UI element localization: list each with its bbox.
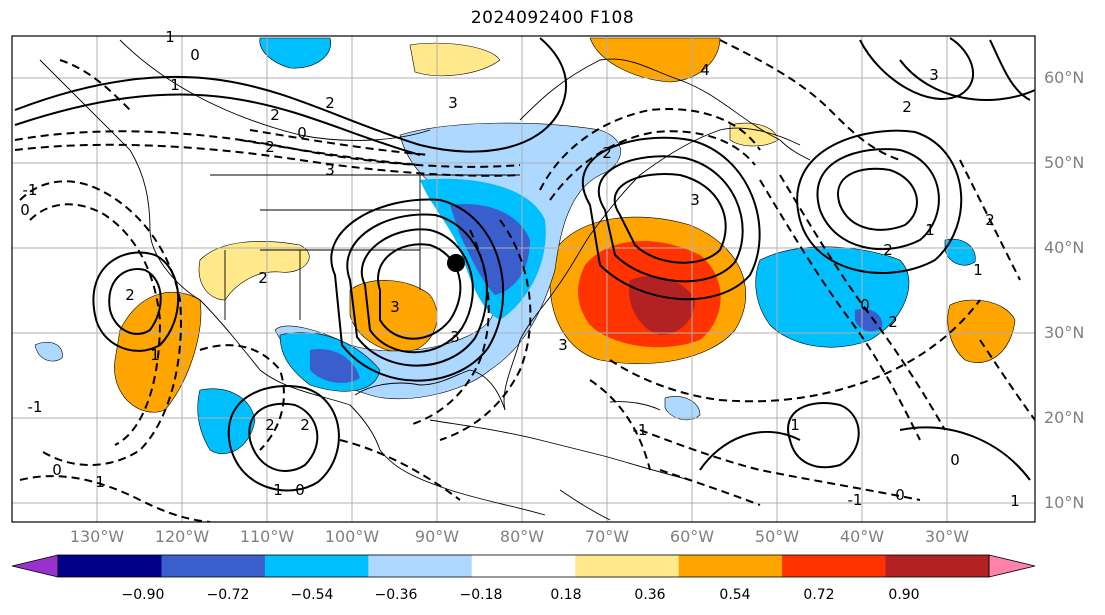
lat-label-60n: 60°N <box>1044 68 1085 87</box>
contour-label: 2 <box>602 144 612 162</box>
contour-label: 1 <box>273 481 283 499</box>
contour-label: 0 <box>190 46 200 64</box>
lon-label-130w: 130°W <box>69 527 125 546</box>
map-frame <box>11 35 1036 523</box>
colorbar-tick: −0.90 <box>121 587 165 603</box>
contour-label: 2 <box>300 416 310 434</box>
contour-label: -1 <box>848 491 863 509</box>
contour-label: 2 <box>888 313 898 331</box>
contour-label: 2 <box>265 138 275 156</box>
contour-label: 0 <box>950 451 960 469</box>
contour-label: 1 <box>1010 492 1020 510</box>
storm-center-dot <box>447 254 465 272</box>
contour-label: 0 <box>20 201 30 219</box>
contour-label: 2 <box>985 211 995 229</box>
lon-label-120w: 120°W <box>154 527 210 546</box>
contour-label: 1 <box>973 261 983 279</box>
contour-label: 0 <box>295 481 305 499</box>
map-title: 2024092400 F108 <box>470 8 635 28</box>
lon-label-60w: 60°W <box>669 527 715 546</box>
contour-label: 3 <box>325 161 335 179</box>
colorbar-tick: −0.54 <box>290 587 334 603</box>
contour-label: -1 <box>28 398 43 416</box>
contour-label: 2 <box>265 416 275 434</box>
contour-label: 3 <box>390 298 400 316</box>
lon-label-90w: 90°W <box>414 527 460 546</box>
lon-label-40w: 40°W <box>839 527 885 546</box>
contour-label: 1 <box>170 76 180 94</box>
coastlines <box>39 39 811 521</box>
contour-label: 3 <box>558 336 568 354</box>
colorbar-tick: 0.18 <box>550 587 582 603</box>
contour-label: 3 <box>450 328 460 346</box>
contour-label: 3 <box>690 191 700 209</box>
lat-label-40n: 40°N <box>1044 238 1085 257</box>
solid-contours <box>14 37 1035 492</box>
contour-label: 2 <box>270 106 280 124</box>
lon-label-70w: 70°W <box>584 527 630 546</box>
dashed-contours <box>14 39 1035 522</box>
colorbar-tick: −0.18 <box>459 587 503 603</box>
lon-label-80w: 80°W <box>499 527 545 546</box>
contour-label: 2 <box>883 241 893 259</box>
contour-label: 3 <box>929 66 939 84</box>
contour-label: 0 <box>860 296 870 314</box>
lat-label-50n: 50°N <box>1044 153 1085 172</box>
contour-label: 2 <box>258 269 268 287</box>
lon-label-30w: 30°W <box>924 527 970 546</box>
contour-label: 0 <box>895 486 905 504</box>
contour-label: 2 <box>125 286 135 304</box>
lat-label-10n: 10°N <box>1044 493 1085 512</box>
lon-label-100w: 100°W <box>324 527 380 546</box>
contour-label: 1 <box>925 221 935 239</box>
contour-label: 1 <box>165 28 175 46</box>
contour-label: 2 <box>325 94 335 112</box>
lat-label-30n: 30°N <box>1044 323 1085 342</box>
colorbar-tick: 0.90 <box>888 587 920 603</box>
contour-label: 3 <box>448 94 458 112</box>
contour-label: 0 <box>52 461 62 479</box>
colorbar-tick: 0.72 <box>803 587 835 603</box>
contour-label: 0 <box>297 124 307 142</box>
contour-labels: 0 1 1 2 0 2 3 2 3 3 2 3 2 3 4 2 3 2 1 2 … <box>20 28 1020 510</box>
colorbar-tick: −0.72 <box>206 587 250 603</box>
contour-label: 1 <box>95 473 105 491</box>
colorbar-tick: −0.36 <box>374 587 418 603</box>
contour-label: 1 <box>150 346 160 364</box>
lat-label-20n: 20°N <box>1044 408 1085 427</box>
contour-label: 1 <box>790 416 800 434</box>
forecast-map: 0 1 1 2 0 2 3 2 3 3 2 3 2 3 4 2 3 2 1 2 … <box>11 28 1036 523</box>
contour-label: 4 <box>700 61 710 79</box>
contour-label: 2 <box>902 98 912 116</box>
colorbar-tick: 0.36 <box>634 587 666 603</box>
contour-label: -1 <box>633 421 648 439</box>
lon-label-50w: 50°W <box>754 527 800 546</box>
contour-label: -1 <box>23 181 38 199</box>
lon-label-110w: 110°W <box>239 527 295 546</box>
colorbar-tick: 0.54 <box>719 587 751 603</box>
